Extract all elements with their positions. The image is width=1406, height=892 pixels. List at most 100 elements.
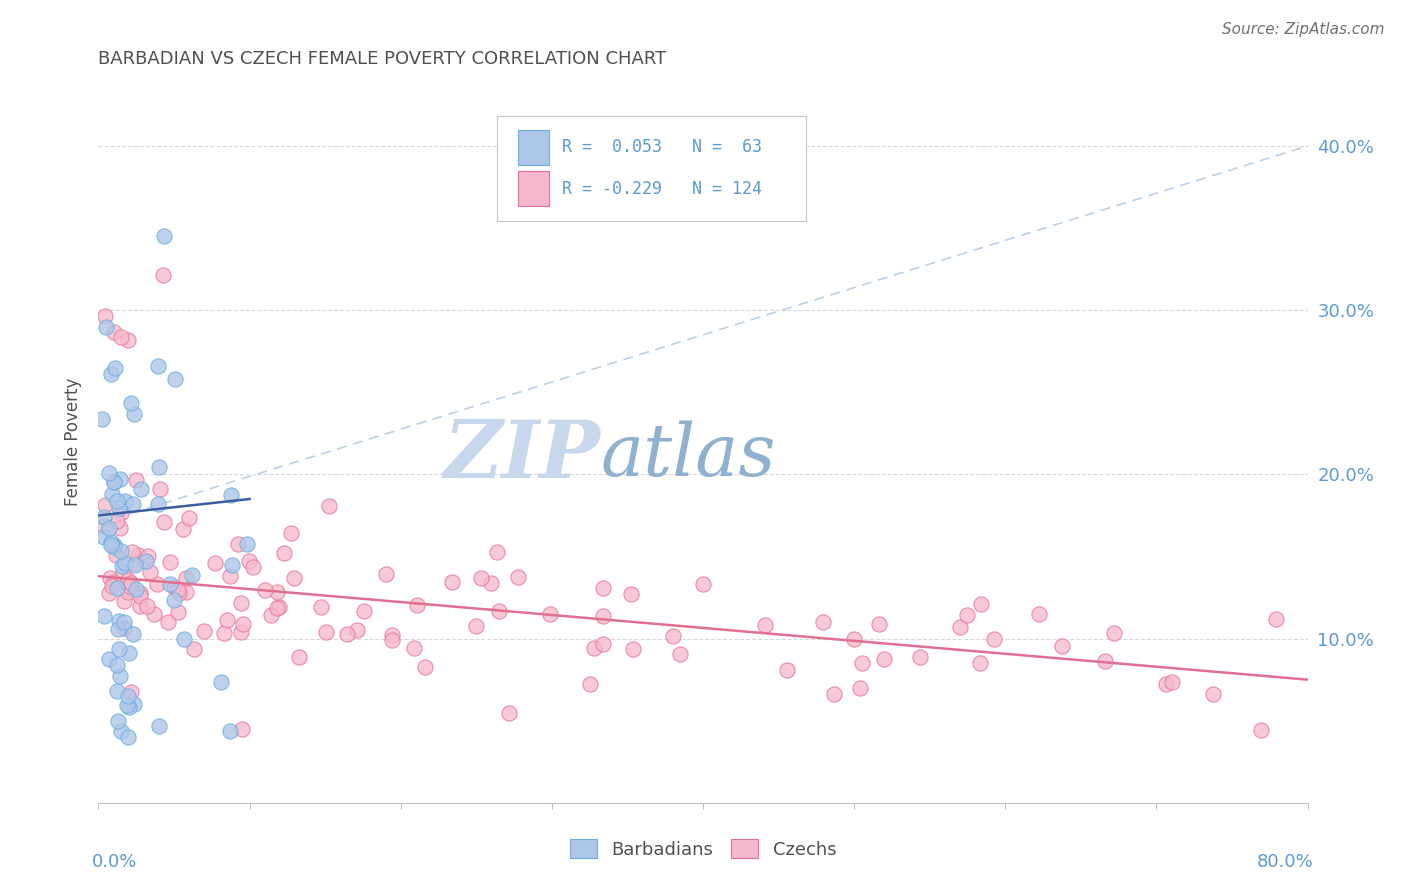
Point [105, 514, 128, 528]
Point [114, 556, 136, 570]
Point [486, 545, 509, 559]
Point [842, 632, 865, 646]
Point [287, 650, 309, 665]
Point [98, 571, 121, 585]
Point [811, 615, 834, 630]
Point [148, 460, 170, 475]
Point [107, 714, 129, 728]
Point [120, 396, 142, 410]
Point [114, 493, 136, 508]
Point [117, 690, 139, 704]
Point [107, 641, 129, 656]
Point [406, 599, 429, 613]
Point [620, 587, 643, 601]
Point [174, 571, 197, 585]
Point [124, 698, 146, 712]
Point [97, 467, 120, 481]
Point [103, 540, 125, 554]
Point [273, 546, 295, 560]
Point [108, 521, 131, 535]
Point [212, 626, 235, 640]
Point [117, 646, 139, 660]
Point [336, 626, 359, 640]
Text: Source: ZipAtlas.com: Source: ZipAtlas.com [1222, 22, 1385, 37]
Point [146, 497, 169, 511]
Point [582, 640, 605, 655]
Point [146, 359, 169, 374]
Point [104, 360, 127, 375]
Point [97, 651, 120, 665]
Point [754, 618, 776, 632]
Point [823, 687, 845, 701]
Point [280, 526, 302, 541]
Point [105, 658, 128, 673]
Point [128, 586, 150, 600]
Point [479, 576, 502, 591]
Point [124, 556, 146, 570]
Point [1052, 639, 1074, 653]
Point [983, 632, 1005, 646]
Point [269, 600, 291, 615]
Point [112, 565, 135, 579]
Point [94, 319, 117, 334]
Point [124, 558, 146, 573]
Point [93, 609, 115, 624]
Point [592, 582, 614, 596]
Point [101, 487, 124, 501]
Point [149, 483, 172, 497]
Point [662, 629, 685, 643]
Point [98, 521, 121, 535]
Point [236, 537, 259, 551]
Point [949, 620, 972, 634]
Point [148, 719, 170, 733]
Point [112, 615, 135, 630]
Point [110, 506, 132, 520]
Point [152, 268, 174, 282]
Point [111, 559, 134, 574]
Text: R = -0.229   N = 124: R = -0.229 N = 124 [561, 179, 762, 198]
Text: 0.0%: 0.0% [93, 854, 138, 871]
Point [970, 597, 993, 611]
Point [93, 519, 115, 533]
Point [129, 599, 152, 614]
Point [219, 488, 242, 502]
Point [107, 494, 129, 508]
Point [136, 549, 159, 564]
Point [100, 579, 122, 593]
Point [172, 522, 194, 536]
Point [238, 554, 260, 568]
Point [868, 617, 890, 632]
Point [108, 501, 131, 516]
Point [94, 498, 117, 512]
Point [100, 368, 122, 382]
Point [125, 582, 148, 596]
Point [93, 510, 115, 524]
Text: atlas: atlas [600, 421, 776, 491]
Point [283, 571, 305, 585]
Point [105, 581, 128, 595]
Point [138, 566, 160, 580]
Point [311, 600, 333, 615]
Point [215, 613, 238, 627]
Point [103, 475, 125, 489]
Point [108, 669, 131, 683]
Text: 80.0%: 80.0% [1257, 854, 1313, 871]
Point [1250, 723, 1272, 737]
Text: BARBADIAN VS CZECH FEMALE POVERTY CORRELATION CHART: BARBADIAN VS CZECH FEMALE POVERTY CORREL… [98, 50, 666, 68]
Point [122, 496, 145, 510]
Point [117, 573, 139, 587]
Point [592, 637, 614, 651]
Point [110, 330, 132, 344]
FancyBboxPatch shape [498, 117, 806, 221]
Point [163, 581, 186, 595]
Point [105, 683, 128, 698]
Point [118, 579, 141, 593]
Point [381, 628, 404, 642]
Point [1264, 612, 1286, 626]
Y-axis label: Female Poverty: Female Poverty [65, 377, 83, 506]
Point [145, 576, 167, 591]
Point [153, 229, 176, 244]
Point [204, 556, 226, 570]
Point [127, 549, 149, 563]
Point [120, 576, 142, 591]
